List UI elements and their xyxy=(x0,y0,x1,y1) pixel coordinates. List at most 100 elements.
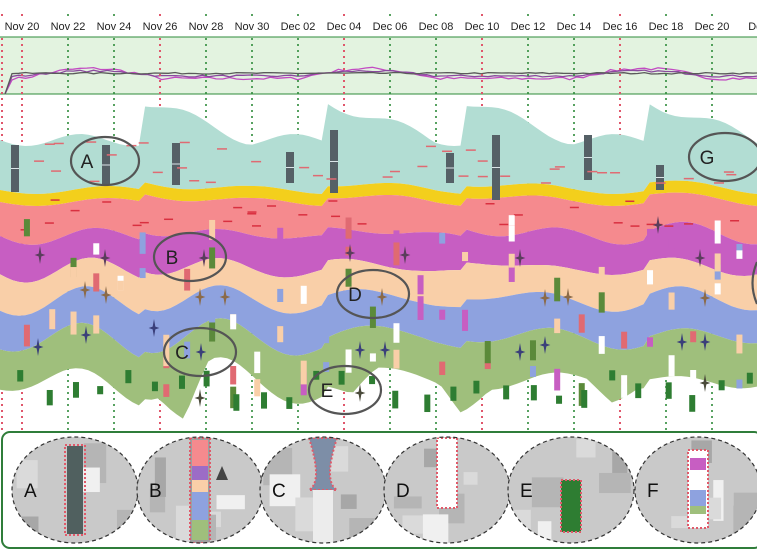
star-glyph xyxy=(194,389,206,407)
mini-bar xyxy=(254,290,261,300)
callout-ellipse xyxy=(69,135,141,187)
green-bar xyxy=(530,385,537,401)
tick-label-background xyxy=(275,18,321,34)
zoom-lens: F xyxy=(634,436,757,544)
green-bar xyxy=(46,389,53,406)
mini-bar xyxy=(393,349,400,369)
mini-bar xyxy=(139,291,146,303)
stream-layers xyxy=(0,104,757,419)
green-bar xyxy=(233,394,240,411)
lens-glyph xyxy=(216,466,228,480)
callout-label: D xyxy=(348,285,362,306)
lens-seg xyxy=(690,490,706,506)
mini-bar xyxy=(184,268,191,291)
star-glyph xyxy=(194,288,206,306)
green-bar xyxy=(392,390,399,409)
lens-block xyxy=(463,472,478,485)
tick-label-background xyxy=(597,18,643,34)
mini-bar xyxy=(230,314,237,330)
star-glyph xyxy=(376,288,388,306)
lens-highlight xyxy=(436,437,458,509)
mini-bar xyxy=(484,360,491,370)
mini-bar xyxy=(23,219,30,237)
mini-bar xyxy=(714,253,721,272)
overview-background xyxy=(0,37,757,94)
star-glyph xyxy=(699,374,711,392)
lens-block xyxy=(393,496,422,509)
mini-bar xyxy=(439,361,446,376)
mini-bar xyxy=(345,246,352,256)
tick-label-background xyxy=(321,18,367,34)
mini-bar xyxy=(393,230,400,243)
star-glyph xyxy=(195,343,207,361)
mini-bar xyxy=(508,225,515,242)
mini-bar xyxy=(163,384,170,397)
lens-highlight xyxy=(64,444,86,536)
mini-bar xyxy=(23,324,30,347)
callout-ellipse xyxy=(162,326,238,378)
overview-panel xyxy=(0,36,757,95)
callout-label: B xyxy=(166,248,179,269)
tick-label-background xyxy=(459,18,505,34)
lens-block xyxy=(154,457,166,497)
mini-bar xyxy=(345,268,352,287)
mini-bar xyxy=(139,268,146,279)
lens-block xyxy=(269,474,301,507)
mini-bar xyxy=(93,243,100,255)
green-bar xyxy=(151,381,158,392)
x-tick-label: Nov 24 xyxy=(97,21,132,33)
mini-bar xyxy=(184,341,191,359)
mini-bar xyxy=(277,288,284,302)
mini-bar xyxy=(230,386,237,409)
mini-bar xyxy=(554,368,561,391)
mini-bar xyxy=(70,267,77,280)
green-bar xyxy=(203,370,210,387)
zoom-label: B xyxy=(149,481,162,502)
mini-bar xyxy=(736,379,743,389)
star-glyph xyxy=(699,333,711,351)
star-glyph xyxy=(694,249,706,267)
mini-bar xyxy=(417,275,424,295)
lens-highlight xyxy=(560,479,582,533)
star-glyph xyxy=(539,336,551,354)
x-tick-label: Dec xyxy=(748,21,757,33)
mini-bar xyxy=(345,349,352,373)
mini-bar xyxy=(714,264,721,280)
mini-bar xyxy=(508,215,515,226)
green-bar xyxy=(17,370,24,382)
tick-label-background xyxy=(551,18,597,34)
lens-outline xyxy=(634,436,757,544)
green-bar xyxy=(665,382,672,399)
mini-bar xyxy=(529,365,536,377)
green-bar xyxy=(556,395,563,404)
lens-seg xyxy=(192,492,208,520)
lens-block xyxy=(537,521,552,541)
mini-bar xyxy=(647,270,654,285)
star-glyph xyxy=(99,249,111,267)
callout-label: A xyxy=(81,152,94,173)
mini-bar xyxy=(647,228,654,242)
mini-bar xyxy=(393,323,400,343)
star-glyph xyxy=(148,319,160,337)
lens-boxplot xyxy=(67,446,83,534)
mini-bar xyxy=(690,370,697,387)
zoom-lens: B xyxy=(136,436,264,544)
callout-label: G xyxy=(700,148,715,169)
lens-seg xyxy=(690,506,706,514)
star-glyph xyxy=(219,288,231,306)
overview-series-line xyxy=(4,71,757,95)
lens-outline xyxy=(507,436,635,544)
lens-block xyxy=(78,467,100,493)
lens-seg xyxy=(690,458,706,470)
mini-bar xyxy=(117,242,124,251)
callout-ellipse xyxy=(152,231,228,283)
star-glyph xyxy=(379,341,391,359)
mini-bar xyxy=(163,343,170,367)
x-tick-label: Nov 30 xyxy=(235,21,270,33)
green-bar xyxy=(473,380,480,394)
mini-bar xyxy=(668,292,675,310)
mini-bar xyxy=(209,322,216,342)
green-bar xyxy=(689,395,696,412)
mini-bar xyxy=(736,250,743,259)
lens-seg xyxy=(192,480,208,492)
